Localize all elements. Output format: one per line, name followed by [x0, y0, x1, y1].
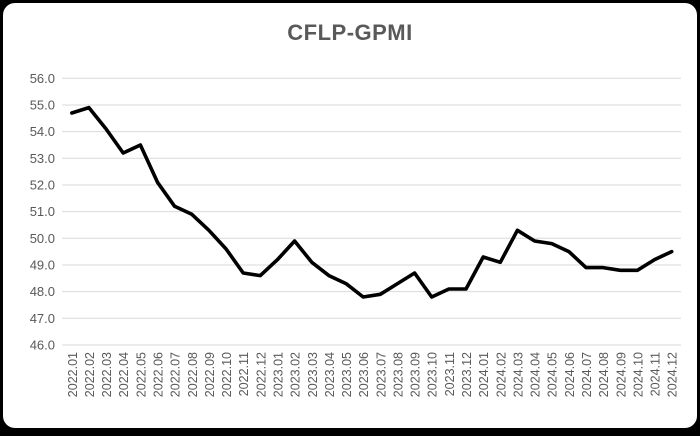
x-axis-tick-label: 2022.04 — [117, 352, 131, 397]
y-axis-tick-label: 51.0 — [30, 204, 55, 219]
y-axis-tick-label: 54.0 — [30, 124, 55, 139]
x-axis-tick-label: 2024.09 — [614, 352, 628, 397]
x-axis-tick-label: 2024.02 — [494, 352, 508, 397]
x-axis-tick-label: 2022.11 — [237, 352, 251, 396]
x-axis-tick-label: 2023.07 — [374, 352, 388, 397]
y-axis-tick-label: 46.0 — [30, 338, 55, 353]
x-axis-tick-label: 2022.10 — [220, 352, 234, 397]
x-axis-tick-label: 2023.09 — [409, 352, 423, 397]
y-axis-tick-label: 52.0 — [30, 178, 55, 193]
x-axis-tick-label: 2022.12 — [254, 352, 268, 397]
y-axis-tick-label: 49.0 — [30, 258, 55, 273]
chart-title: CFLP-GPMI — [287, 20, 413, 45]
y-axis-tick-label: 50.0 — [30, 231, 55, 246]
x-axis-tick-label: 2022.07 — [169, 352, 183, 397]
y-axis-tick-label: 48.0 — [30, 284, 55, 299]
x-axis-tick-label: 2024.04 — [529, 352, 543, 397]
x-axis-tick-label: 2023.05 — [340, 352, 354, 397]
x-axis-tick-label: 2022.08 — [186, 352, 200, 397]
x-axis-tick-label: 2022.09 — [203, 352, 217, 397]
x-axis-tick-label: 2024.06 — [563, 352, 577, 397]
x-axis-tick-label: 2024.08 — [597, 352, 611, 397]
x-axis-tick-label: 2022.02 — [83, 352, 97, 397]
x-axis-tick-label: 2023.08 — [392, 352, 406, 397]
x-axis-tick-label: 2024.12 — [666, 352, 680, 397]
chart-card — [3, 3, 697, 428]
x-axis-tick-label: 2022.01 — [66, 352, 80, 397]
x-axis-tick-label: 2024.03 — [511, 352, 525, 397]
y-axis-tick-label: 55.0 — [30, 98, 55, 113]
x-axis-tick-label: 2023.06 — [357, 352, 371, 397]
x-axis-tick-label: 2023.11 — [443, 352, 457, 396]
x-axis-tick-label: 2023.02 — [289, 352, 303, 397]
x-axis-tick-label: 2023.10 — [426, 352, 440, 397]
x-axis-tick-label: 2022.05 — [134, 352, 148, 397]
data-line-CFLP-GPMI — [70, 105, 674, 299]
x-axis-tick-label: 2023.03 — [306, 352, 320, 397]
x-axis-tick-label: 2023.12 — [460, 352, 474, 397]
x-axis-tick-label: 2022.06 — [152, 352, 166, 397]
x-axis-tick-label: 2024.11 — [649, 352, 663, 396]
y-axis-tick-label: 56.0 — [30, 71, 55, 86]
x-axis-tick-label: 2023.04 — [323, 352, 337, 397]
x-axis-tick-label: 2024.05 — [546, 352, 560, 397]
y-axis-tick-label: 47.0 — [30, 311, 55, 326]
x-axis-tick-label: 2024.01 — [477, 352, 491, 397]
y-axis-tick-label: 53.0 — [30, 151, 55, 166]
x-axis-tick-label: 2024.07 — [580, 352, 594, 397]
x-axis-tick-label: 2023.01 — [272, 352, 286, 397]
x-axis-tick-label: 2022.03 — [100, 352, 114, 397]
x-axis-tick-label: 2024.10 — [631, 352, 645, 397]
